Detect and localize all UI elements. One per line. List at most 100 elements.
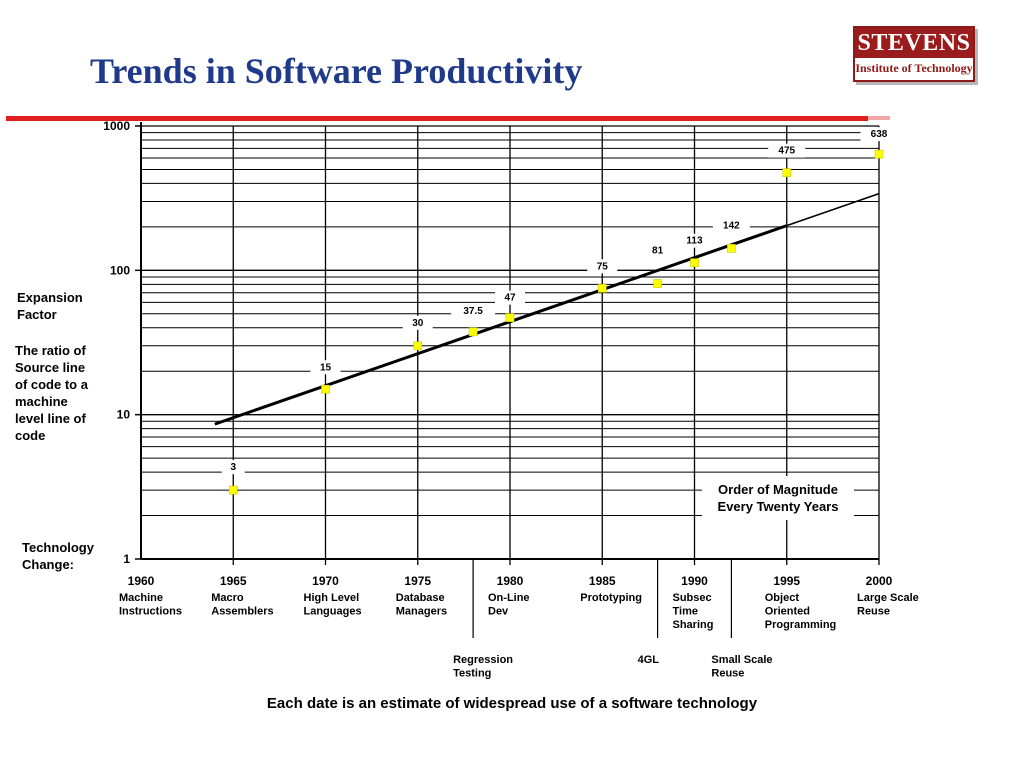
data-label: 30 bbox=[412, 318, 424, 329]
technology-label-line: Oriented bbox=[765, 606, 810, 618]
y-tick-label: 10 bbox=[117, 408, 131, 422]
technology-label-line: Reuse bbox=[857, 606, 890, 618]
technology-label: High Level Languages bbox=[304, 592, 362, 618]
data-label-bg bbox=[860, 127, 898, 142]
technology-label: Object Oriented Programming bbox=[765, 592, 837, 631]
y-axis-description: The ratio of Source line of code to a ma… bbox=[15, 343, 88, 443]
x-tick-label: 1975 bbox=[404, 574, 431, 588]
title-rule-extension bbox=[868, 116, 890, 120]
annotation-line-2: Every Twenty Years bbox=[718, 499, 839, 514]
y-tick-label: 1 bbox=[123, 552, 130, 566]
data-point bbox=[228, 485, 238, 495]
technology-label-line: Machine bbox=[119, 592, 163, 604]
technology-label-line: Assemblers bbox=[211, 606, 273, 618]
data-label: 3 bbox=[230, 462, 236, 473]
technology-label-line: Sharing bbox=[673, 619, 714, 631]
data-label: 47 bbox=[504, 293, 516, 304]
x-tick-label: 1970 bbox=[312, 574, 339, 588]
technology-label-line: High Level bbox=[304, 592, 360, 604]
data-label-bg bbox=[768, 143, 806, 158]
data-point bbox=[690, 258, 699, 267]
technology-label-line: Instructions bbox=[119, 606, 182, 618]
logo-wordmark: STEVENS bbox=[855, 28, 973, 58]
data-label-bg bbox=[402, 315, 433, 330]
technology-label-line: Time bbox=[673, 606, 698, 618]
technology-label-line: Prototyping bbox=[580, 592, 642, 604]
year-grid-lines bbox=[232, 126, 880, 638]
technology-label-line: Small Scale bbox=[711, 654, 772, 666]
x-tick-label: 2000 bbox=[866, 574, 893, 588]
trend-line-group bbox=[214, 192, 880, 426]
data-point bbox=[782, 168, 792, 177]
technology-label: Database Managers bbox=[396, 592, 447, 618]
y-axis-label: Expansion Factor bbox=[17, 290, 83, 322]
stevens-logo: STEVENS Institute of Technology bbox=[853, 26, 975, 82]
technology-label-line: Subsec bbox=[673, 592, 712, 604]
technology-label-line: Large Scale bbox=[857, 592, 919, 604]
technology-label-line: 4GL bbox=[638, 654, 660, 666]
technology-label-line: On-Line bbox=[488, 592, 530, 604]
y-tick-label: 1000 bbox=[103, 119, 130, 133]
data-label: 75 bbox=[597, 261, 609, 272]
title-rule bbox=[6, 116, 868, 121]
technology-label-line: Reuse bbox=[711, 668, 744, 680]
page-title: Trends in Software Productivity bbox=[90, 51, 583, 91]
y-tick-label: 100 bbox=[110, 263, 130, 277]
technology-label-line: Dev bbox=[488, 606, 509, 618]
chart-axes bbox=[140, 122, 879, 560]
x-tick-label: 1990 bbox=[681, 574, 708, 588]
technology-change-label: Technology Change: bbox=[22, 540, 94, 572]
data-point bbox=[505, 313, 515, 322]
data-point bbox=[321, 384, 330, 394]
technology-label: Macro Assemblers bbox=[211, 592, 273, 618]
x-tick-label: 1985 bbox=[589, 574, 616, 588]
data-label: 15 bbox=[320, 362, 332, 373]
annotation-line-1: Order of Magnitude bbox=[718, 482, 838, 497]
data-label-bg bbox=[676, 233, 713, 248]
technology-label-line: Database bbox=[396, 592, 445, 604]
data-label: 37.5 bbox=[463, 306, 483, 317]
technology-label-line: Managers bbox=[396, 606, 447, 618]
technology-label-line: Testing bbox=[453, 668, 491, 680]
x-tick-label: 1960 bbox=[128, 574, 155, 588]
technology-label: Subsec Time Sharing bbox=[673, 592, 714, 631]
technology-label: Small Scale Reuse bbox=[711, 654, 772, 680]
data-point bbox=[727, 244, 736, 253]
data-label-bg bbox=[451, 303, 496, 318]
data-label-bg bbox=[221, 460, 245, 475]
technology-label-line: Object bbox=[765, 592, 800, 604]
x-tick-label: 1965 bbox=[220, 574, 247, 588]
technology-label-line: Macro bbox=[211, 592, 244, 604]
technology-label: On-Line Dev bbox=[488, 592, 530, 618]
annotation-box bbox=[702, 476, 854, 520]
technology-labels: Machine Instructions Macro Assemblers High L… bbox=[119, 592, 919, 680]
data-label-bg bbox=[310, 360, 341, 375]
trend-line bbox=[214, 224, 788, 426]
data-label: 113 bbox=[686, 236, 703, 247]
technology-label: Regression Testing bbox=[453, 654, 513, 680]
data-point bbox=[468, 327, 478, 337]
logo-subtitle: Institute of Technology bbox=[855, 61, 973, 75]
trend-line-extension bbox=[786, 192, 880, 227]
technology-label: Large Scale Reuse bbox=[857, 592, 919, 618]
data-label: 475 bbox=[778, 146, 795, 157]
data-label: 638 bbox=[871, 129, 888, 140]
data-point bbox=[874, 149, 884, 159]
technology-label-line: Languages bbox=[304, 606, 362, 618]
data-label-bg bbox=[495, 290, 525, 305]
data-label: 81 bbox=[652, 246, 664, 257]
data-label: 142 bbox=[723, 220, 740, 231]
technology-label-line: Regression bbox=[453, 654, 513, 666]
technology-label: Prototyping bbox=[580, 592, 642, 604]
annotation-group: Order of Magnitude Every Twenty Years bbox=[702, 476, 854, 520]
data-point bbox=[413, 341, 423, 351]
data-point bbox=[597, 284, 607, 293]
technology-label: Machine Instructions bbox=[119, 592, 182, 618]
technology-label-line: Programming bbox=[765, 619, 837, 631]
data-label-bg bbox=[587, 259, 618, 274]
x-tick-label: 1980 bbox=[497, 574, 524, 588]
footnote: Each date is an estimate of widespread u… bbox=[266, 695, 758, 712]
data-point bbox=[653, 279, 662, 288]
data-label-bg bbox=[712, 218, 750, 233]
